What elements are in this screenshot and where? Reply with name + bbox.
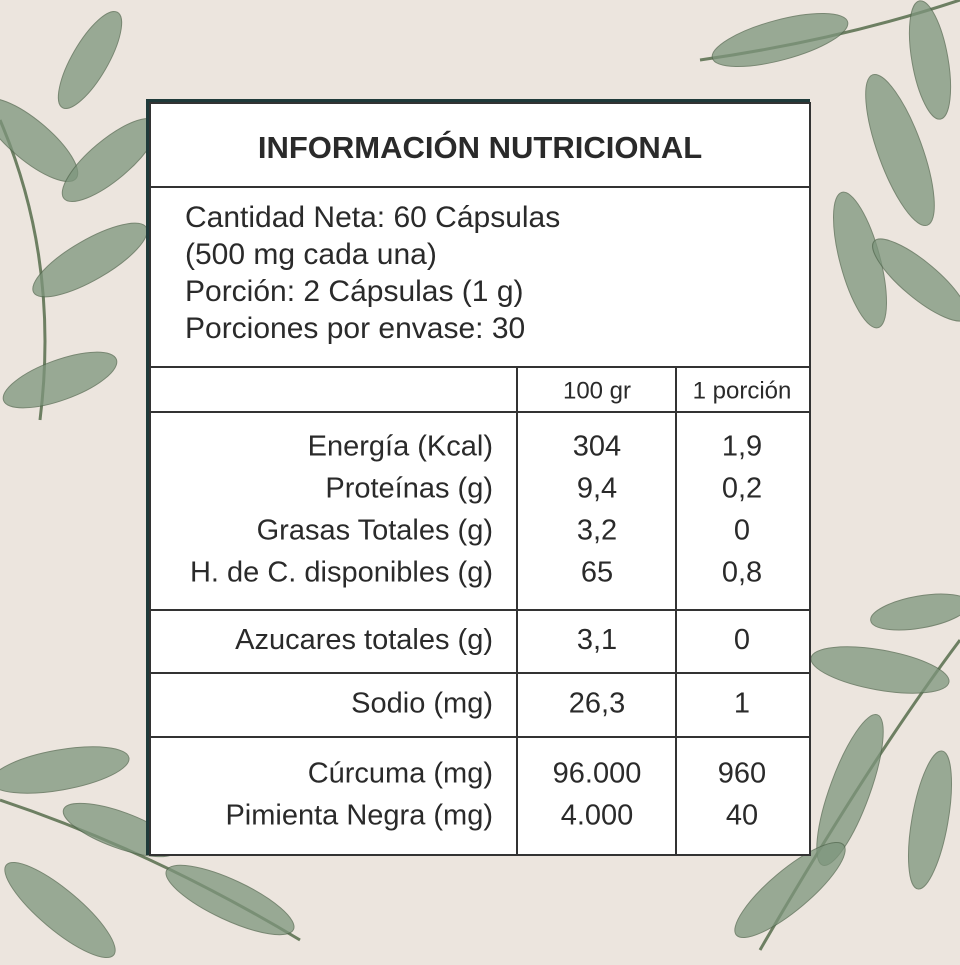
value-100g: 26,3 [569, 688, 625, 720]
value-100g: 9,4 [577, 473, 617, 505]
column-header: 1 porción [693, 377, 792, 404]
nutrient-name: Pimienta Negra (mg) [225, 800, 493, 832]
nutrient-name: Proteínas (g) [325, 473, 493, 505]
value-portion: 0,8 [722, 557, 762, 589]
label-title: INFORMACIÓN NUTRICIONAL [258, 129, 702, 165]
value-100g: 4.000 [561, 800, 634, 832]
value-100g: 304 [573, 431, 621, 463]
value-100g: 96.000 [553, 758, 642, 790]
value-portion: 0 [734, 624, 750, 656]
value-portion: 0,2 [722, 473, 762, 505]
nutrient-name: Cúrcuma (mg) [308, 758, 493, 790]
value-portion: 1,9 [722, 431, 762, 463]
nutrient-name: Azucares totales (g) [235, 624, 493, 656]
info-line: Cantidad Neta: 60 Cápsulas [185, 201, 560, 234]
nutrient-name: Energía (Kcal) [308, 431, 493, 463]
value-100g: 3,2 [577, 515, 617, 547]
value-portion: 40 [726, 800, 758, 832]
value-portion: 960 [718, 758, 766, 790]
label-box [149, 102, 811, 856]
info-line: Porción: 2 Cápsulas (1 g) [185, 275, 524, 308]
nutrient-name: Grasas Totales (g) [257, 515, 493, 547]
value-portion: 0 [734, 515, 750, 547]
value-100g: 65 [581, 557, 613, 589]
nutrient-name: H. de C. disponibles (g) [190, 557, 493, 589]
info-line: Porciones por envase: 30 [185, 312, 525, 345]
value-100g: 3,1 [577, 624, 617, 656]
value-portion: 1 [734, 688, 750, 720]
column-header: 100 gr [563, 377, 631, 404]
info-line: (500 mg cada una) [185, 238, 437, 271]
nutrient-name: Sodio (mg) [351, 688, 493, 720]
